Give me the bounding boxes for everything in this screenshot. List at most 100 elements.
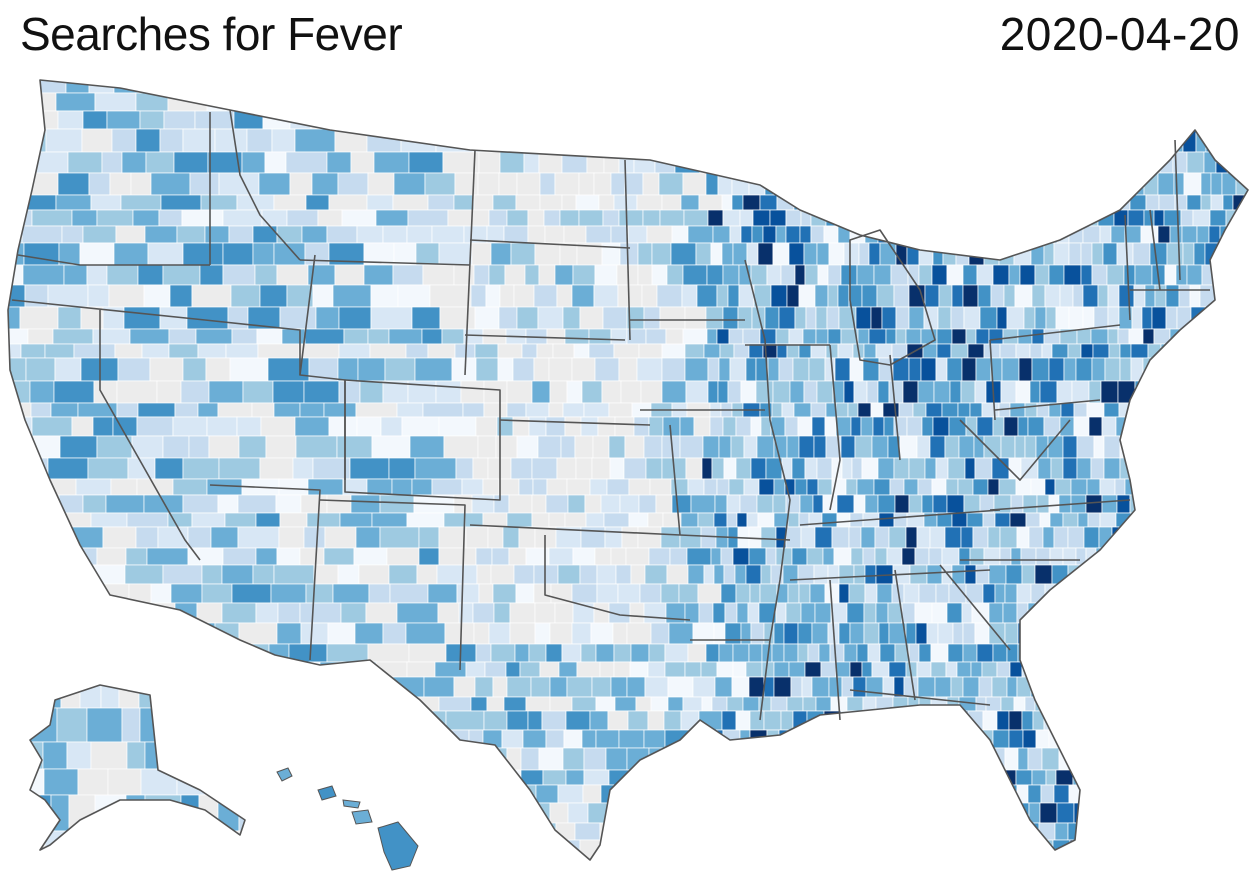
county-cell — [154, 457, 184, 480]
county-cell — [729, 859, 743, 860]
county-cell — [1088, 416, 1103, 437]
county-cell — [966, 512, 984, 528]
county-cell — [1056, 676, 1069, 698]
county-cell — [1093, 859, 1112, 860]
county-cell — [1104, 357, 1121, 382]
county-cell — [981, 194, 993, 211]
county-cell — [1110, 225, 1126, 244]
county-cell — [1234, 380, 1246, 404]
county-cell — [648, 110, 666, 130]
county-cell — [1131, 402, 1148, 418]
county-cell — [1037, 457, 1052, 480]
county-cell — [1104, 784, 1116, 804]
county-cell — [947, 457, 966, 480]
county-cell — [922, 729, 939, 749]
county-cell — [499, 80, 522, 94]
county-cell — [646, 225, 673, 244]
county-cell — [261, 747, 289, 771]
county-cell — [600, 784, 622, 804]
county-cell — [343, 328, 369, 345]
county-cell — [274, 92, 308, 112]
state-borders — [11, 109, 1210, 721]
county-cell — [306, 512, 341, 528]
county-cell — [705, 110, 724, 130]
border-pa-ny — [989, 324, 1121, 341]
county-cell — [924, 284, 940, 308]
county-cell — [853, 729, 870, 749]
county-cell — [30, 402, 52, 418]
county-cell — [349, 747, 387, 771]
county-cell — [722, 110, 739, 130]
county-cell — [453, 676, 476, 698]
county-cell — [1065, 209, 1077, 227]
county-cell — [639, 583, 662, 604]
county-cell — [786, 696, 804, 712]
county-cell — [808, 194, 825, 211]
county-cell — [1023, 306, 1036, 330]
county-cell — [65, 547, 98, 566]
county-cell — [766, 729, 780, 749]
county-cell — [628, 512, 649, 528]
county-cell — [1133, 128, 1148, 153]
county-cell — [523, 151, 540, 174]
county-cell — [748, 128, 763, 153]
county-cell — [137, 264, 164, 286]
county-cell — [1164, 264, 1177, 286]
border-il-in — [829, 344, 841, 511]
county-cell — [110, 478, 138, 496]
county-cell — [1049, 547, 1064, 566]
county-cell — [947, 784, 962, 804]
county-cell — [863, 110, 877, 130]
county-cell — [241, 768, 245, 796]
county-cell — [606, 802, 627, 824]
county-cell — [618, 357, 638, 382]
county-cell — [1061, 583, 1080, 604]
county-cell — [701, 696, 713, 712]
county-cell — [488, 802, 508, 824]
county-cell — [823, 747, 835, 771]
county-cell — [659, 306, 686, 330]
county-cell — [527, 128, 551, 153]
county-cell — [25, 357, 56, 382]
county-cell — [749, 729, 768, 749]
county-cell — [365, 602, 398, 624]
county-cell — [964, 128, 982, 153]
county-cell — [899, 859, 913, 860]
county-cell — [619, 242, 639, 266]
county-cell — [509, 602, 536, 624]
county-cell — [1072, 643, 1087, 663]
county-cell — [481, 747, 508, 771]
county-cell — [1156, 602, 1168, 624]
county-cell — [1227, 564, 1245, 585]
county-cell — [1198, 839, 1214, 860]
county-cell — [942, 802, 954, 824]
county-cell — [465, 802, 490, 824]
county-cell — [531, 380, 551, 404]
county-cell — [174, 402, 199, 418]
county-cell — [1039, 380, 1058, 404]
county-cell — [857, 402, 872, 418]
county-cell — [965, 328, 977, 345]
county-cell — [864, 583, 878, 604]
county-cell — [43, 512, 65, 528]
county-cell — [794, 478, 808, 496]
county-cell — [1035, 547, 1051, 566]
county-cell — [766, 747, 782, 771]
county-cell — [815, 696, 832, 712]
county-cell — [311, 80, 342, 94]
county-cell — [1200, 110, 1218, 130]
county-cell — [168, 328, 197, 345]
county-cell — [610, 859, 632, 860]
county-cell — [8, 128, 25, 153]
county-cell — [916, 172, 928, 196]
county-cell — [1008, 822, 1023, 841]
county-cell — [1207, 306, 1224, 330]
county-cell — [256, 328, 283, 345]
county-cell — [1113, 151, 1131, 174]
county-cell — [1202, 343, 1215, 359]
county-cell — [1033, 661, 1048, 678]
county-cell — [1232, 435, 1246, 459]
county-cell — [1193, 478, 1205, 496]
county-cell — [1217, 622, 1236, 645]
county-cell — [797, 622, 813, 645]
